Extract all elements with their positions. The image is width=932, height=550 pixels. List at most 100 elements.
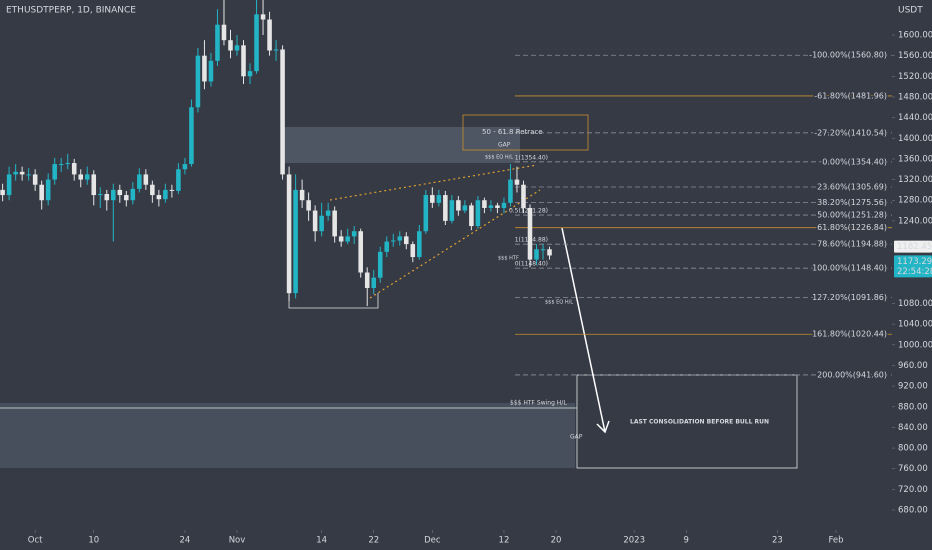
candle-body	[176, 169, 181, 191]
gap-zone	[0, 403, 575, 468]
x-tick-label: 20	[551, 536, 562, 546]
y-tick-label: 1400.00	[898, 134, 932, 144]
candle-body	[462, 205, 468, 211]
y-tick-label: 840.00	[898, 423, 928, 433]
y-tick-label: 800.00	[898, 444, 928, 454]
candle-body	[293, 189, 298, 294]
candle-body	[52, 164, 57, 180]
fib-alt-label: 0(1148.40)	[515, 261, 548, 268]
candle-body	[501, 202, 507, 208]
overlay: 50 - 61.8 Retrace GAP $$$ EQ H/L $$$ HTF $$$…	[482, 128, 769, 441]
x-tick-label: 14	[316, 536, 327, 546]
y-tick-label: 720.00	[898, 485, 928, 495]
candle-body	[371, 277, 377, 289]
candle-body	[267, 19, 272, 51]
y-tick-label: 1520.00	[898, 72, 932, 82]
x-tick-label: 10	[88, 536, 99, 546]
chart-title: ETHUSDTPERP, 1D, BINANCE	[6, 6, 136, 16]
y-tick-label: 1240.00	[898, 216, 932, 226]
candle-body	[286, 174, 292, 294]
candle-body	[351, 231, 357, 237]
candle-body	[423, 195, 429, 232]
annotation: LAST CONSOLIDATION BEFORE BULL RUN	[630, 419, 769, 426]
candle-body	[182, 164, 188, 170]
y-tick-label: 1280.00	[898, 196, 932, 206]
candle-body	[254, 14, 259, 72]
candle-body	[495, 205, 500, 208]
fib-alt-label: 1(1354.40)	[515, 154, 548, 161]
candle-body	[228, 40, 233, 51]
x-tick-label: 2023	[623, 536, 645, 546]
candle-body	[338, 236, 344, 242]
candle-body	[156, 195, 162, 200]
y-tick-label: 920.00	[898, 382, 928, 392]
candle-body	[521, 184, 526, 208]
fib-label: 38.20%(1275.56)	[817, 198, 887, 207]
price-tag	[894, 240, 932, 253]
candle-body	[71, 163, 77, 175]
x-tick-label: 24	[179, 536, 190, 546]
x-tick-label: 12	[499, 536, 510, 546]
candle-body	[397, 236, 403, 241]
candle-body	[241, 45, 246, 77]
candle-body	[364, 272, 370, 289]
candle-body	[19, 171, 25, 175]
candle-body	[150, 184, 155, 196]
candle-body	[449, 200, 455, 221]
fib-label: 23.60%(1305.69)	[817, 182, 887, 191]
candle-body	[97, 194, 103, 196]
annotation: $$$ EQ H/L	[485, 155, 513, 161]
candle-body	[540, 249, 546, 251]
candle-body	[32, 174, 38, 185]
candle-body	[104, 194, 110, 201]
x-tick-label: Feb	[828, 536, 843, 546]
candle-body	[417, 231, 422, 258]
axis-unit: USDT	[898, 6, 923, 16]
x-tick-label: 23	[772, 536, 783, 546]
candle-body	[58, 164, 64, 166]
y-tick-label: 680.00	[898, 506, 928, 516]
candle-body	[124, 195, 129, 201]
candle-body	[404, 236, 409, 245]
annotation: GAP	[570, 434, 583, 441]
candle-body	[221, 24, 227, 41]
candle-body	[117, 189, 123, 196]
fib-levels: -100.00%(1560.80) -61.80%(1481.96) -27.20%…	[509, 49, 892, 381]
candle-body	[78, 174, 84, 180]
fib-label: 200.00%(941.60)	[817, 370, 887, 379]
y-tick-label: 960.00	[898, 361, 928, 371]
y-tick-label: 1080.00	[898, 299, 932, 309]
candle-body	[514, 179, 520, 185]
y-tick-label: 1560.00	[898, 51, 932, 61]
fib-label: -61.80%(1481.96)	[814, 91, 887, 100]
candle-body	[91, 174, 97, 196]
price-tag-label: 1182.45	[897, 242, 932, 252]
fib-label: -100.00%(1560.80)	[809, 51, 887, 60]
candle-body	[273, 49, 279, 51]
candle-body	[443, 195, 448, 221]
candle-body	[163, 189, 168, 200]
candle-body	[508, 179, 513, 203]
candle-body	[312, 210, 318, 232]
candle-body	[319, 215, 324, 232]
candle-body	[111, 189, 116, 201]
candle-body	[169, 189, 175, 191]
candle-body	[482, 200, 487, 208]
candle-body	[527, 207, 533, 260]
annotation: $$$ HTF Swing H/L	[510, 400, 567, 407]
candle-body	[234, 45, 240, 51]
fib-label: 61.80%(1226.84)	[817, 223, 887, 232]
x-tick-label: Oct	[28, 536, 43, 546]
candle-body	[469, 205, 474, 227]
candle-body	[358, 231, 363, 273]
candle-body	[332, 210, 337, 237]
fib-label: 0.00%(1354.40)	[822, 157, 887, 166]
y-tick-label: 760.00	[898, 464, 928, 474]
candle-body	[475, 200, 481, 227]
candle-body	[13, 171, 18, 175]
candle-body	[280, 49, 285, 175]
candle-body	[488, 205, 494, 208]
candle-body	[410, 244, 416, 258]
candle-body	[215, 24, 220, 61]
wedge-line	[369, 189, 541, 299]
